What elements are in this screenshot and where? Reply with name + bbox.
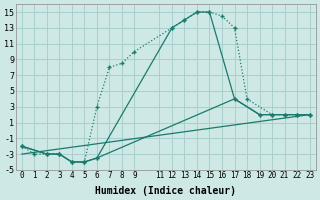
X-axis label: Humidex (Indice chaleur): Humidex (Indice chaleur): [95, 186, 236, 196]
